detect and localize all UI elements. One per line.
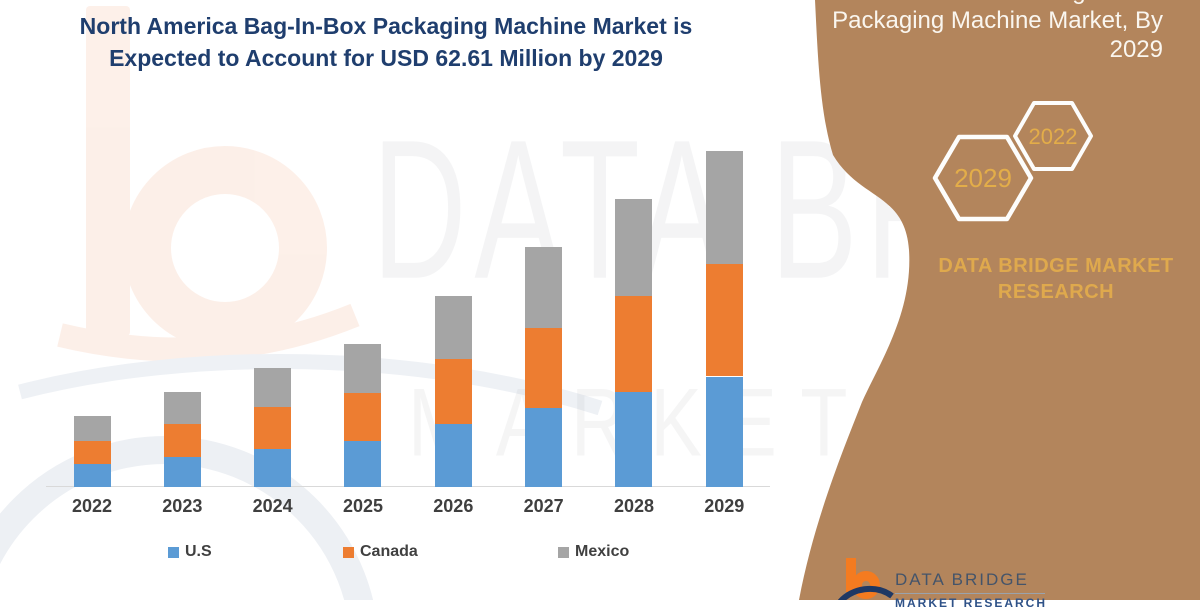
bar-segment-us-2028 — [615, 392, 653, 487]
bar-segment-canada-2023 — [163, 424, 201, 458]
x-axis-label-2029: 2029 — [704, 496, 745, 516]
bar-segment-mexico-2024 — [254, 367, 292, 408]
bar-segment-us-2025 — [344, 440, 382, 487]
bar-segment-mexico-2023 — [163, 391, 201, 425]
bar-segment-mexico-2025 — [344, 344, 382, 393]
bar-segment-us-2026 — [434, 424, 472, 487]
x-axis-label-2025: 2025 — [342, 496, 383, 516]
bar-segment-mexico-2029 — [705, 150, 743, 264]
legend-label: Mexico — [575, 543, 630, 560]
hexagon-2022-label: 2022 — [1029, 124, 1078, 149]
footer-logo-rule — [895, 593, 1045, 594]
legend-label: U.S — [185, 543, 212, 560]
x-axis-label-2022: 2022 — [71, 496, 113, 516]
bar-segment-canada-2027 — [525, 327, 563, 408]
brand-text-block: DATA BRIDGE MARKET RESEARCH — [928, 253, 1184, 305]
footer-logo-sub: MARKET RESEARCH — [895, 596, 1048, 610]
bar-segment-mexico-2027 — [525, 247, 563, 328]
bar-segment-mexico-2026 — [434, 296, 472, 359]
bar-segment-us-2029 — [705, 376, 743, 487]
bar-segment-us-2023 — [163, 457, 201, 487]
bar-segment-canada-2028 — [615, 295, 653, 393]
hexagon-2022 — [1013, 101, 1093, 171]
bar-segment-us-2027 — [525, 407, 563, 487]
watermark-b-bowl — [123, 146, 327, 350]
x-axis-line — [46, 486, 770, 487]
legend-swatch-icon — [343, 546, 354, 558]
brand-line1: DATA BRIDGE MARKET — [938, 255, 1174, 277]
x-axis-label-2026: 2026 — [433, 496, 474, 516]
footer-logo: DATA BRIDGE MARKET RESEARCH — [837, 556, 1098, 610]
bar-segment-canada-2024 — [254, 407, 292, 449]
side-panel-heading-line1: North America Bag-In-Box — [832, 0, 1163, 6]
chart-title: North America Bag-In-Box Packaging Machi… — [46, 10, 726, 74]
bar-segment-mexico-2028 — [615, 199, 653, 296]
side-panel-heading-line2: Packaging Machine Market, By — [832, 7, 1163, 34]
bar-segment-canada-2029 — [705, 263, 743, 377]
footer-logo-name: DATA BRIDGE — [895, 570, 1029, 589]
bar-segment-us-2022 — [73, 463, 111, 487]
side-panel-heading: North America Bag-In-Box Packaging Machi… — [832, 0, 1163, 64]
legend-swatch-icon — [168, 546, 179, 558]
footer-logo-b-icon — [837, 558, 894, 605]
x-axis-label-2024: 2024 — [252, 496, 293, 516]
bar-segment-canada-2025 — [344, 392, 382, 441]
watermark-b-stem — [86, 6, 130, 336]
x-axis-label-2028: 2028 — [613, 496, 654, 516]
legend-item-canada: Canada — [343, 543, 418, 560]
side-panel-heading-line3: 2029 — [1109, 36, 1163, 63]
watermark-swoosh-gray — [18, 353, 603, 416]
panel-background — [799, 0, 1200, 600]
hexagon-2029-label: 2029 — [954, 163, 1012, 193]
bar-segment-canada-2026 — [434, 358, 472, 425]
bar-segment-mexico-2022 — [73, 415, 111, 441]
brand-line2: RESEARCH — [997, 281, 1115, 303]
legend-label: Canada — [360, 543, 418, 560]
bar-segment-us-2024 — [254, 448, 292, 487]
x-axis-label-2023: 2023 — [162, 496, 203, 516]
x-axis-label-2027: 2027 — [523, 496, 564, 516]
chart-title-line2: Expected to Account for USD 62.61 Millio… — [109, 45, 663, 71]
watermark-swoosh-orange — [57, 303, 360, 362]
hexagon-2029 — [932, 134, 1034, 222]
legend-item-mexico: Mexico — [558, 543, 630, 560]
legend-item-us: U.S — [168, 543, 212, 560]
bar-segment-canada-2022 — [73, 440, 111, 464]
legend-swatch-icon — [558, 546, 569, 558]
chart-title-line1: North America Bag-In-Box Packaging Machi… — [79, 13, 693, 39]
